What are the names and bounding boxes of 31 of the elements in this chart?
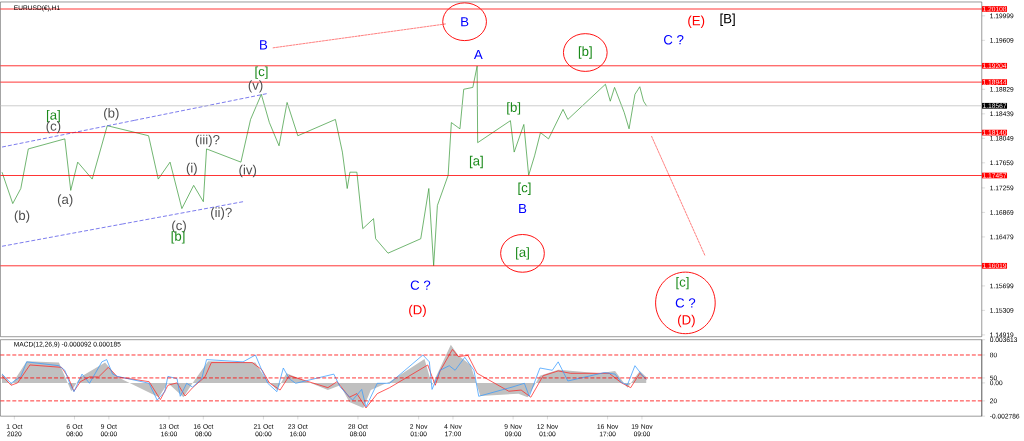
annotation: A (473, 50, 483, 60)
annotation: (iii)? (195, 134, 220, 148)
annotation: [c] (255, 66, 268, 79)
annotation: C ? (663, 35, 684, 45)
annotation: (c) (172, 220, 186, 233)
annotation: (a) (57, 194, 73, 207)
annotation: [c] (676, 277, 689, 290)
annotation: [B] (720, 13, 735, 27)
annotation: (c) (46, 121, 61, 134)
annotation: B (260, 40, 268, 50)
annotation: B (461, 17, 469, 27)
annotation: C ? (675, 298, 696, 308)
annotation: (b) (14, 210, 30, 223)
annotation: (D) (409, 304, 426, 318)
annotation: (ii)? (211, 207, 232, 220)
annotation: [a] (516, 247, 529, 260)
annotation: [a] (46, 110, 60, 123)
annotation: [b] (578, 46, 592, 59)
annotation: B (519, 204, 527, 214)
annotation: (iv) (239, 165, 257, 178)
annotation: (E) (688, 15, 705, 29)
annotation: [c] (518, 182, 531, 196)
annotation: (i) (186, 163, 197, 176)
annotation: (v) (248, 80, 263, 93)
annotation: (D) (678, 314, 695, 328)
annotation: [b] (171, 231, 185, 244)
annotation: (b) (104, 108, 119, 121)
annotation: [a] (469, 155, 483, 169)
annotation: C ? (410, 280, 431, 290)
line-series (1, 65, 648, 267)
annotation: [b] (507, 102, 521, 115)
